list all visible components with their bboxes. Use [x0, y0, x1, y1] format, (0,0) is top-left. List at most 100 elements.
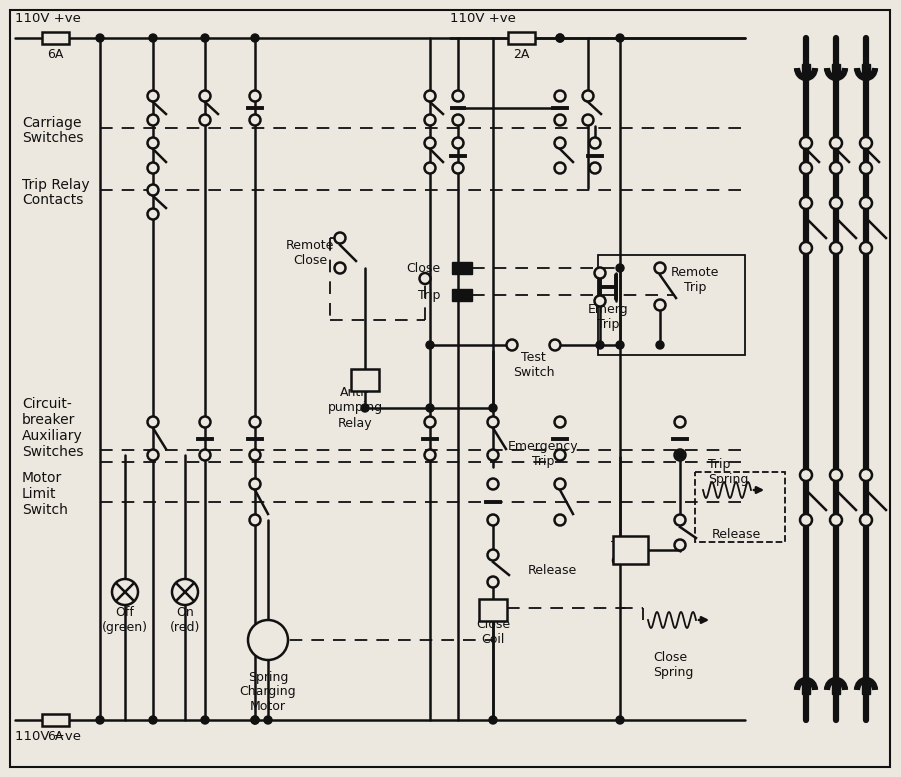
Circle shape [860, 137, 872, 149]
Circle shape [595, 267, 605, 278]
Circle shape [424, 90, 435, 102]
Circle shape [148, 184, 159, 196]
Circle shape [250, 416, 260, 427]
Circle shape [424, 450, 435, 461]
Circle shape [424, 138, 435, 148]
Circle shape [506, 340, 517, 350]
Circle shape [148, 208, 159, 219]
Text: ~: ~ [261, 639, 275, 653]
Bar [479, 599, 507, 621]
Circle shape [96, 716, 104, 724]
Circle shape [199, 450, 211, 461]
Circle shape [452, 114, 463, 126]
Text: Close
Coil: Close Coil [476, 618, 510, 646]
Circle shape [248, 620, 288, 660]
Circle shape [250, 450, 260, 461]
Circle shape [554, 416, 566, 427]
Circle shape [556, 34, 564, 42]
Text: M: M [260, 629, 276, 643]
Circle shape [251, 34, 259, 42]
Circle shape [334, 263, 345, 274]
Text: Emergency
Trip: Emergency Trip [507, 440, 578, 468]
Bar [802, 64, 810, 76]
Circle shape [489, 404, 497, 412]
Circle shape [830, 514, 842, 526]
Circle shape [452, 162, 463, 173]
Circle shape [800, 197, 812, 209]
Text: Trip
Spring: Trip Spring [708, 458, 749, 486]
Circle shape [149, 34, 157, 42]
Text: Trip: Trip [418, 288, 440, 301]
Text: Close: Close [405, 262, 440, 274]
Text: On
(red): On (red) [169, 606, 200, 634]
Text: Circuit-
breaker
Auxiliary
Switches: Circuit- breaker Auxiliary Switches [22, 397, 84, 459]
Bar [862, 682, 870, 694]
Text: Emerg
Trip: Emerg Trip [587, 303, 628, 331]
Circle shape [675, 450, 686, 461]
Circle shape [595, 295, 605, 306]
Circle shape [654, 263, 666, 274]
Circle shape [199, 416, 211, 427]
Text: Release: Release [528, 563, 578, 577]
Circle shape [830, 469, 842, 481]
Circle shape [148, 450, 159, 461]
Text: Remote
Close: Remote Close [286, 239, 334, 267]
Text: Release: Release [712, 528, 761, 542]
Circle shape [487, 416, 498, 427]
Bar [598, 255, 745, 355]
Text: 110V −ve: 110V −ve [15, 730, 81, 744]
Circle shape [96, 34, 104, 42]
Bar [41, 714, 68, 726]
Text: 6A: 6A [47, 47, 63, 61]
Circle shape [589, 138, 600, 148]
Circle shape [487, 577, 498, 587]
Circle shape [616, 264, 624, 272]
Text: Trip Relay: Trip Relay [22, 178, 89, 192]
Circle shape [148, 138, 159, 148]
Circle shape [424, 162, 435, 173]
Circle shape [583, 114, 594, 126]
Bar [832, 64, 840, 76]
Circle shape [800, 162, 812, 174]
Circle shape [251, 716, 259, 724]
Circle shape [452, 90, 463, 102]
Circle shape [201, 34, 209, 42]
Circle shape [583, 90, 594, 102]
Text: Carriage: Carriage [22, 116, 81, 130]
Circle shape [556, 34, 564, 42]
Circle shape [334, 232, 345, 243]
Circle shape [452, 138, 463, 148]
Circle shape [675, 416, 686, 427]
Circle shape [830, 162, 842, 174]
Circle shape [554, 90, 566, 102]
Text: Switches: Switches [22, 131, 84, 145]
Circle shape [487, 479, 498, 490]
Circle shape [554, 162, 566, 173]
Circle shape [426, 404, 434, 412]
Circle shape [554, 114, 566, 126]
Circle shape [860, 242, 872, 254]
Bar [452, 289, 472, 301]
Bar [832, 682, 840, 694]
Circle shape [800, 514, 812, 526]
Circle shape [426, 341, 434, 349]
Circle shape [554, 138, 566, 148]
Bar [41, 32, 68, 44]
Circle shape [675, 514, 686, 525]
Circle shape [616, 341, 624, 349]
Circle shape [554, 450, 566, 461]
Circle shape [148, 416, 159, 427]
Circle shape [420, 273, 431, 284]
Circle shape [860, 514, 872, 526]
Circle shape [860, 469, 872, 481]
Circle shape [148, 114, 159, 126]
Circle shape [487, 549, 498, 560]
Circle shape [550, 340, 560, 350]
Bar [862, 64, 870, 76]
Circle shape [424, 114, 435, 126]
Circle shape [616, 34, 624, 42]
Text: Test
Switch: Test Switch [513, 351, 554, 379]
Circle shape [554, 514, 566, 525]
Circle shape [149, 716, 157, 724]
Text: Anti-
pumping
Relay: Anti- pumping Relay [327, 386, 383, 430]
